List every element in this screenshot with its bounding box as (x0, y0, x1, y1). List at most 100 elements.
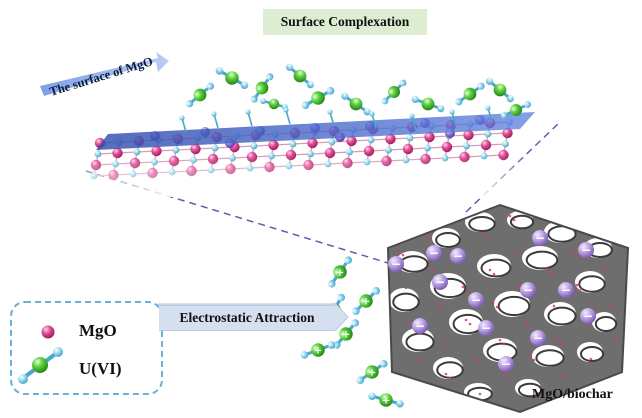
mgo-atom (346, 135, 357, 147)
negative-charge-sign: − (581, 243, 591, 257)
mgo-atom (502, 127, 513, 139)
hydroxyl-atom (211, 111, 217, 117)
surface-uvi-molecule (486, 77, 514, 103)
hydroxyl-atom (179, 115, 185, 121)
oxygen-atom (463, 142, 470, 150)
mgo-biochar-block: −− −−−−−− −− −−−− (386, 203, 630, 414)
surface-of-mgo-banner: The surface of MgO (40, 52, 169, 99)
hydroxyl-atom (327, 109, 333, 115)
negative-charge-sign: − (471, 293, 481, 307)
negative-charge-sign: − (533, 331, 543, 345)
oxygen-atom (424, 144, 431, 152)
mgo-atom (402, 143, 414, 155)
oxygen-atom (367, 136, 375, 144)
positive-charge-sign: + (368, 368, 376, 379)
mgo-atom (151, 145, 162, 157)
mgo-atom (268, 139, 279, 151)
surface-uvi-molecule (455, 82, 485, 106)
surface-uvi-molecule (260, 98, 288, 110)
negative-charge-sign: − (435, 275, 445, 289)
surface-uvi-molecule (215, 67, 249, 89)
free-uvi-ion: + (368, 392, 404, 408)
uvi-legend-label: U(VI) (79, 359, 122, 378)
surface-of-mgo-label: The surface of MgO (48, 54, 155, 99)
negative-charge-sign: − (481, 321, 491, 335)
mgo-atom (385, 133, 396, 145)
free-uvi-ion: + (352, 287, 380, 315)
hydroxyl-atom (409, 113, 415, 119)
free-uvi-ion: + (332, 319, 360, 349)
legend-box (10, 301, 163, 395)
surface-uvi-complexes (179, 63, 531, 133)
uvi-legend-icon (18, 347, 63, 384)
mgo-surface-plane (96, 112, 535, 150)
positive-charge-sign: + (336, 268, 344, 279)
oxygen-atom (406, 134, 414, 142)
mgo-atom (307, 137, 318, 149)
surface-uvi-molecule (341, 92, 371, 116)
oxygen-atom (289, 140, 297, 148)
negative-charge-sign: − (523, 283, 533, 297)
surface-uvi-molecule (250, 73, 274, 103)
oxygen-atom (328, 138, 336, 146)
mgo-atom (441, 141, 453, 153)
negative-site: − (532, 230, 548, 246)
surface-uvi-molecule (286, 63, 314, 89)
negative-charge-sign: − (391, 257, 401, 271)
negative-charge-sign: − (583, 309, 593, 323)
positive-charge-sign: + (314, 346, 322, 357)
negative-site: − (450, 248, 466, 264)
mgo-atom (190, 143, 201, 155)
negative-charge-sign: − (429, 246, 439, 260)
negative-site: − (578, 242, 594, 258)
mgo-atom (424, 131, 435, 143)
mgo-legend-label: MgO (79, 321, 117, 340)
negative-charge-sign: − (415, 319, 425, 333)
negative-site: − (478, 320, 494, 336)
hydroxyl-atom (283, 107, 289, 113)
hydroxyl-atom (369, 111, 375, 117)
positive-charge-sign: + (382, 396, 390, 407)
negative-site: − (388, 256, 404, 272)
surface-uvi-molecule (301, 87, 335, 109)
surface-complexation-title: Surface Complexation (263, 9, 427, 35)
free-uvi-ion: + (327, 256, 353, 288)
oxygen-atom (133, 148, 141, 156)
hydroxyl-atom (449, 109, 455, 115)
oxygen-atom (502, 140, 509, 148)
positive-charge-sign: + (362, 297, 370, 308)
negative-site: − (468, 292, 484, 308)
negative-site: − (412, 318, 428, 334)
free-uvi-ion: + (356, 359, 388, 385)
mgo-atom (463, 129, 474, 141)
surface-uvi-molecule (381, 79, 407, 105)
oxygen-atom (484, 130, 492, 138)
negative-site: − (520, 282, 536, 298)
oxygen-atom (250, 142, 258, 150)
negative-site: − (580, 308, 596, 324)
oxygen-atom (172, 146, 180, 154)
electrostatic-attraction-label: Electrostatic Attraction (159, 305, 335, 331)
negative-charge-sign: − (453, 249, 463, 263)
hydroxyl-atom (485, 105, 491, 111)
oxygen-atom (211, 144, 219, 152)
free-uvi-ion: + (300, 341, 336, 359)
mgo-legend-sphere (41, 325, 55, 339)
surface-uvi-molecule (186, 82, 214, 108)
surface-uvi-molecule (501, 101, 531, 119)
negative-site: − (426, 245, 442, 261)
positive-charge-sign: + (342, 330, 350, 341)
oxygen-atom (346, 148, 353, 156)
hydroxyl-atom (245, 109, 251, 115)
negative-site: − (498, 356, 514, 372)
negative-site: − (558, 282, 574, 298)
negative-charge-sign: − (561, 283, 571, 297)
oxygen-atom (385, 146, 392, 154)
negative-site: − (530, 330, 546, 346)
mgo-atom (363, 145, 375, 157)
mgo-atom (480, 139, 492, 151)
mgo-biochar-label: MgO/biochar (532, 387, 613, 402)
negative-site: − (432, 274, 448, 290)
negative-charge-sign: − (535, 231, 545, 245)
